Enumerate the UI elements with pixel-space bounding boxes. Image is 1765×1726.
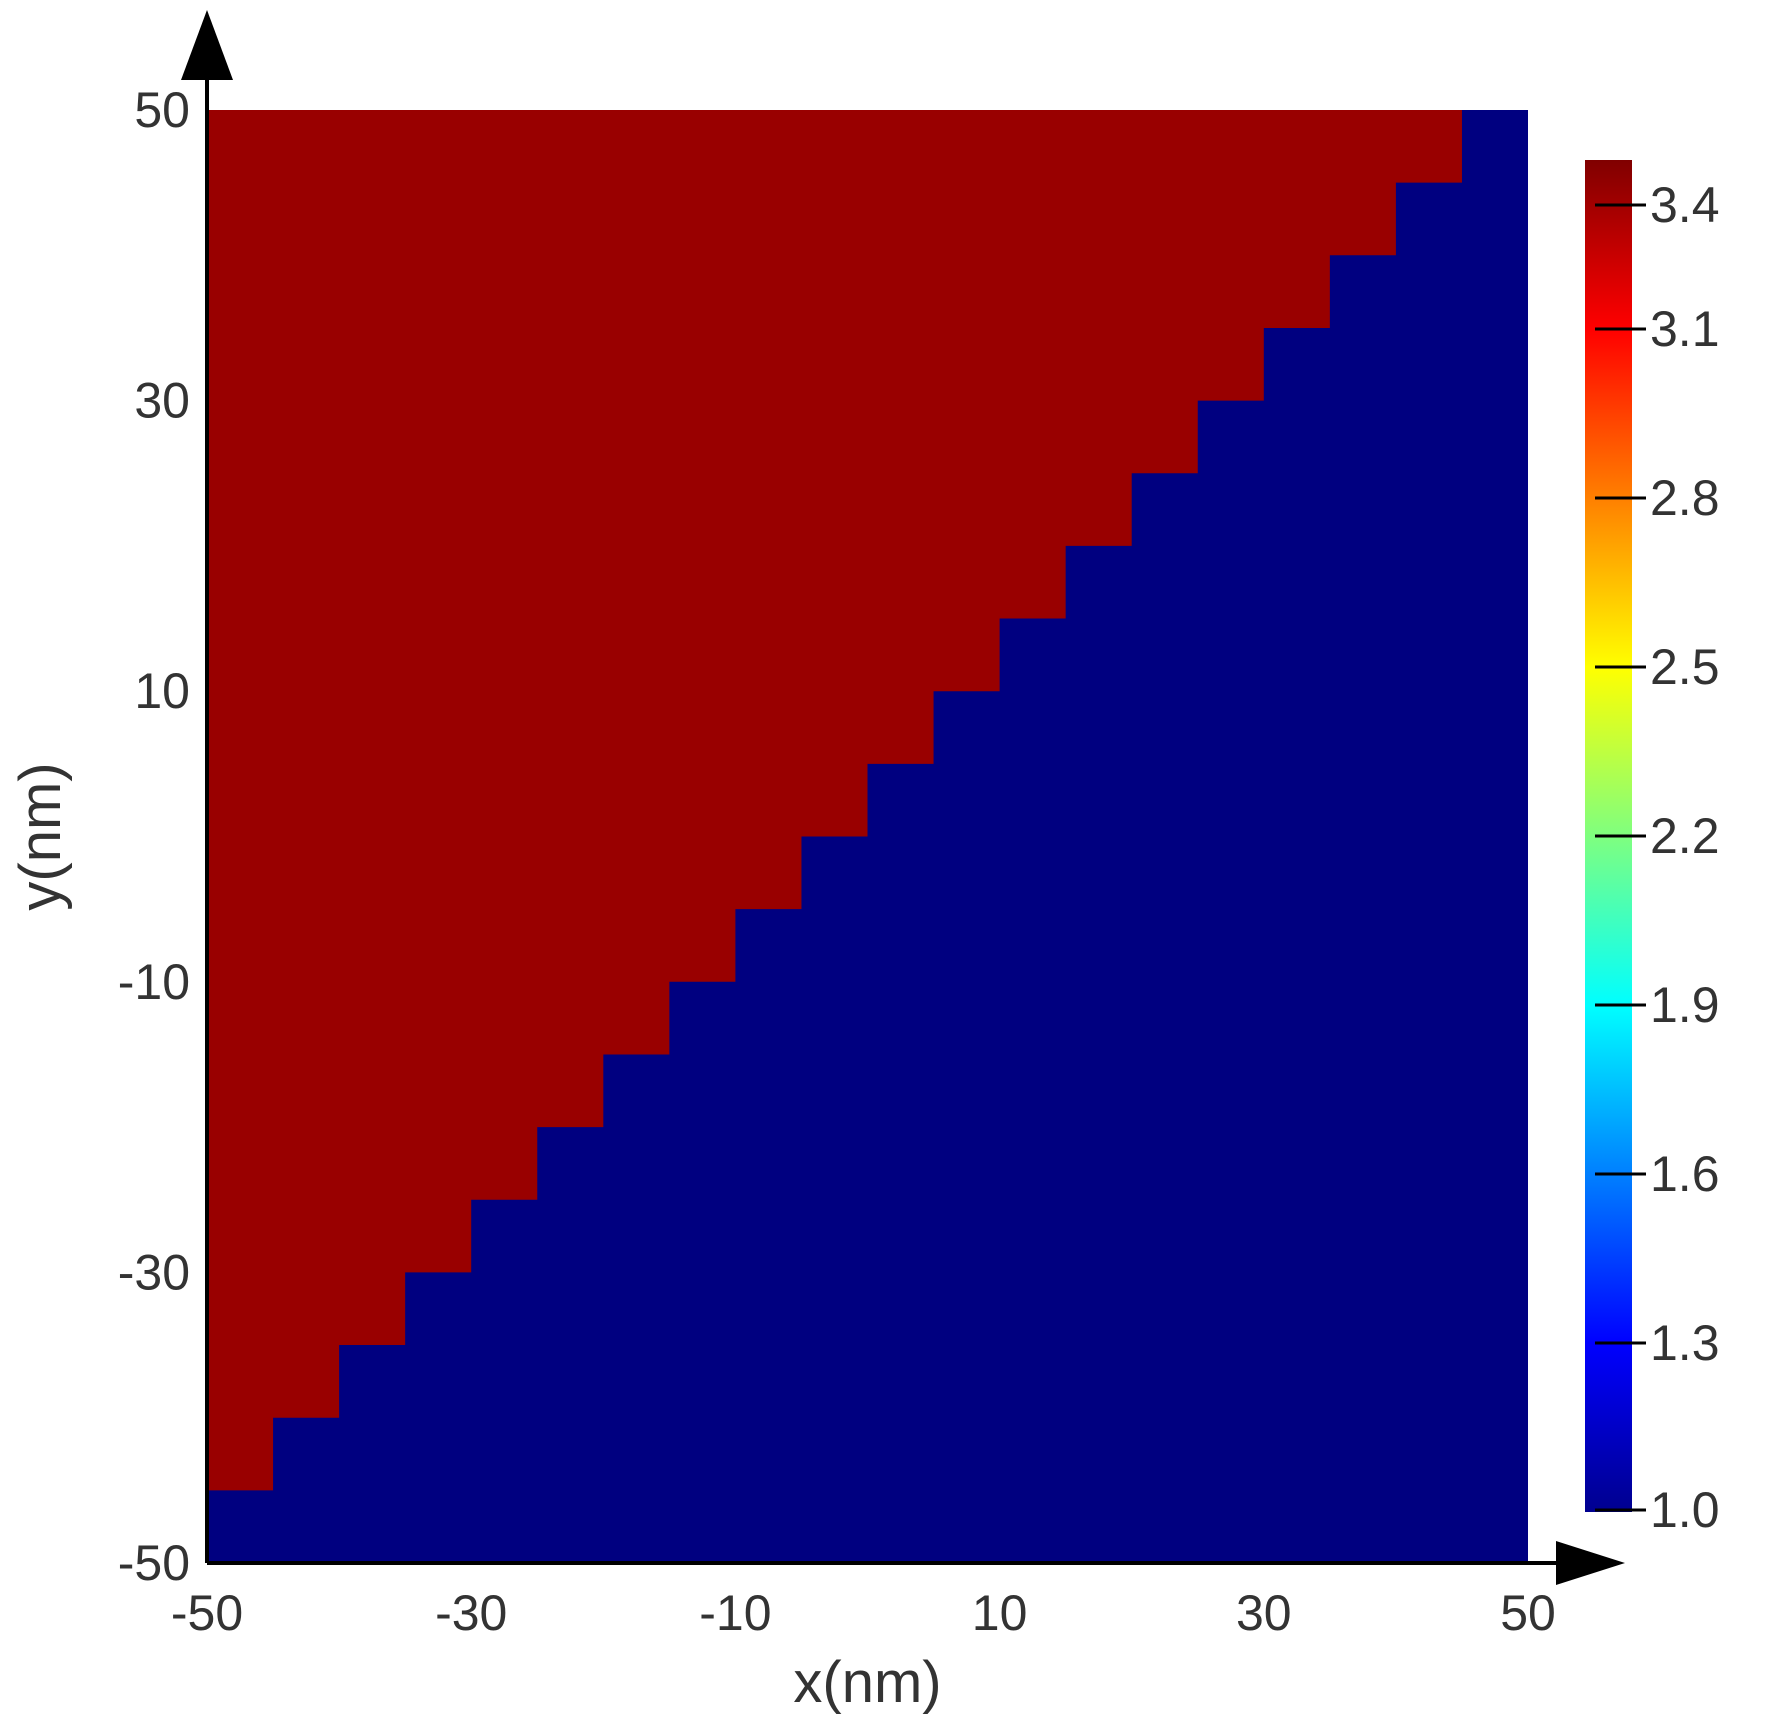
x-tick-label: 30 [1236, 1585, 1292, 1641]
y-tick-label: 50 [134, 82, 190, 138]
x-tick-labels: -50 -30 -10 10 30 50 [171, 1585, 1556, 1641]
y-tick-label: 10 [134, 663, 190, 719]
region-high-value [207, 110, 1528, 1491]
colorbar-tick-label: 2.8 [1650, 470, 1720, 526]
y-tick-label: 30 [134, 373, 190, 429]
plot-area [207, 110, 1528, 1563]
colorbar-tick-label: 1.6 [1650, 1146, 1720, 1202]
colorbar-tick-label: 1.0 [1650, 1482, 1720, 1538]
colorbar-tick-label: 3.1 [1650, 301, 1720, 357]
colorbar-tick-label: 3.4 [1650, 177, 1720, 233]
x-axis-arrow-icon [1556, 1541, 1625, 1585]
y-tick-label: -50 [118, 1535, 190, 1591]
y-axis-arrow-icon [181, 10, 233, 80]
x-tick-label: 10 [972, 1585, 1028, 1641]
colorbar: 1.0 1.3 1.6 1.9 2.2 2.5 2.8 3.1 3.4 [1585, 160, 1720, 1538]
y-tick-label: -10 [118, 954, 190, 1010]
colorbar-tick-label: 2.2 [1650, 808, 1720, 864]
axes [181, 10, 1625, 1585]
x-tick-label: -50 [171, 1585, 243, 1641]
colorbar-tick-labels: 1.0 1.3 1.6 1.9 2.2 2.5 2.8 3.1 3.4 [1595, 177, 1720, 1538]
colorbar-tick-label: 2.5 [1650, 639, 1720, 695]
x-axis-label: x(nm) [793, 1650, 941, 1715]
y-tick-labels: -50 -30 -10 10 30 50 [118, 82, 190, 1591]
y-tick-label: -30 [118, 1244, 190, 1300]
y-axis-label: y(nm) [8, 762, 73, 910]
x-tick-label: -10 [699, 1585, 771, 1641]
x-tick-label: -30 [435, 1585, 507, 1641]
colorbar-tick-label: 1.3 [1650, 1315, 1720, 1371]
colorbar-tick-label: 1.9 [1650, 977, 1720, 1033]
x-tick-label: 50 [1500, 1585, 1556, 1641]
